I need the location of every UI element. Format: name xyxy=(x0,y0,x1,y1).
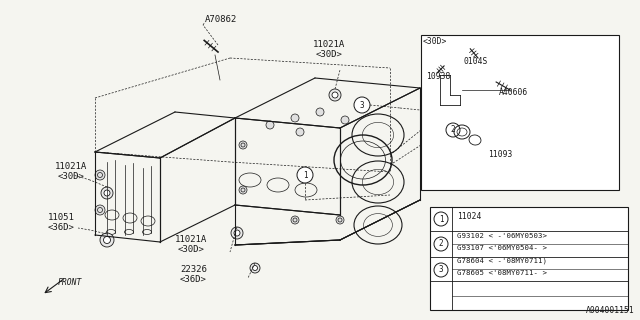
Text: 3: 3 xyxy=(438,266,444,275)
Circle shape xyxy=(341,116,349,124)
Text: A004001151: A004001151 xyxy=(586,306,635,315)
Text: A40606: A40606 xyxy=(499,88,528,97)
Circle shape xyxy=(266,121,274,129)
Bar xyxy=(430,207,628,310)
Circle shape xyxy=(104,190,110,196)
Text: 3: 3 xyxy=(360,100,364,109)
Circle shape xyxy=(354,97,370,113)
Text: <36D>: <36D> xyxy=(48,223,75,232)
Text: <30D>: <30D> xyxy=(178,245,205,254)
Circle shape xyxy=(100,233,114,247)
Bar xyxy=(421,35,619,190)
Circle shape xyxy=(332,92,338,98)
Circle shape xyxy=(104,236,111,244)
Text: 10938: 10938 xyxy=(426,72,451,81)
Text: 2: 2 xyxy=(438,239,444,249)
Circle shape xyxy=(434,263,448,277)
Text: <36D>: <36D> xyxy=(180,275,207,284)
Circle shape xyxy=(234,230,240,236)
Text: G93102 < -'06MY0503>: G93102 < -'06MY0503> xyxy=(457,233,547,239)
Text: 1: 1 xyxy=(303,171,307,180)
Circle shape xyxy=(434,212,448,226)
Circle shape xyxy=(297,167,313,183)
Text: G78604 < -'08MY0711): G78604 < -'08MY0711) xyxy=(457,258,547,265)
Circle shape xyxy=(95,170,105,180)
Circle shape xyxy=(316,108,324,116)
Text: <30D>: <30D> xyxy=(423,37,447,46)
Text: 11093: 11093 xyxy=(488,150,513,159)
Circle shape xyxy=(336,216,344,224)
Text: 11021A: 11021A xyxy=(175,235,207,244)
Text: 11051: 11051 xyxy=(48,213,75,222)
Text: <30D>: <30D> xyxy=(58,172,85,181)
Text: G93107 <'06MY0504- >: G93107 <'06MY0504- > xyxy=(457,245,547,251)
Circle shape xyxy=(231,227,243,239)
Text: 0104S: 0104S xyxy=(463,57,488,66)
Text: <30D>: <30D> xyxy=(316,50,343,59)
Circle shape xyxy=(291,216,299,224)
Text: 11021A: 11021A xyxy=(313,40,345,49)
Text: 2: 2 xyxy=(451,125,455,134)
Text: 11021A: 11021A xyxy=(55,162,87,171)
Text: 22326: 22326 xyxy=(180,265,207,274)
Circle shape xyxy=(250,263,260,273)
Circle shape xyxy=(446,123,460,137)
Circle shape xyxy=(253,266,257,270)
Text: G78605 <'08MY0711- >: G78605 <'08MY0711- > xyxy=(457,270,547,276)
Text: 11024: 11024 xyxy=(457,212,481,221)
Circle shape xyxy=(434,237,448,251)
Circle shape xyxy=(329,89,341,101)
Circle shape xyxy=(291,114,299,122)
Circle shape xyxy=(95,205,105,215)
Circle shape xyxy=(239,141,247,149)
Text: FRONT: FRONT xyxy=(58,278,83,287)
Circle shape xyxy=(296,128,304,136)
Circle shape xyxy=(101,187,113,199)
Circle shape xyxy=(239,186,247,194)
Text: 1: 1 xyxy=(438,214,444,223)
Text: A70862: A70862 xyxy=(205,15,237,24)
